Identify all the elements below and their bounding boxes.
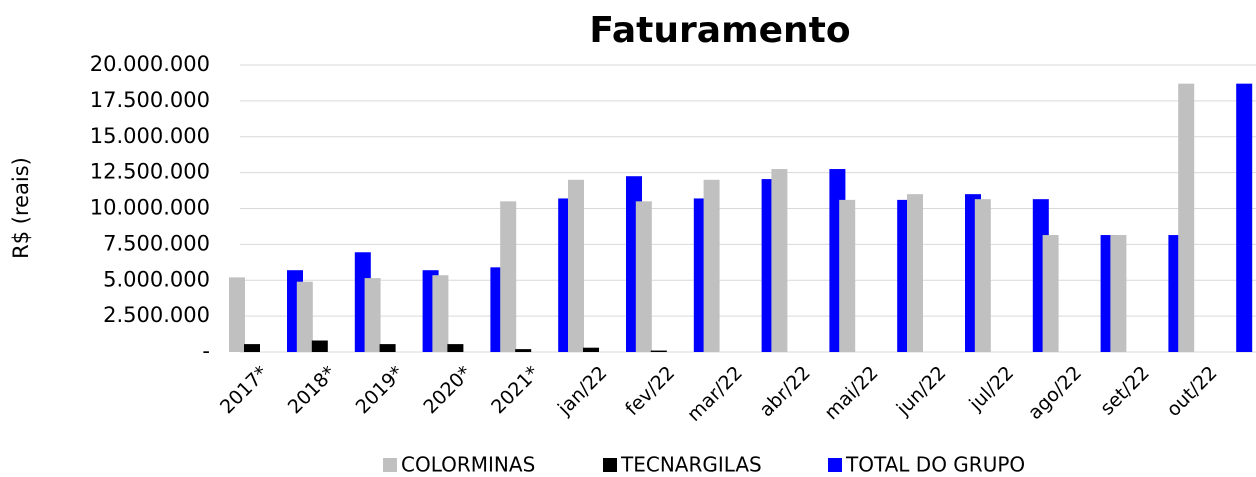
bar [974,199,991,352]
x-tick-label: set/22 [1096,362,1154,420]
bar [229,277,245,352]
x-tick-label: jun/22 [892,362,951,421]
y-tick-label: 7.500.000 [103,231,210,255]
bar [568,179,584,352]
bar [650,350,667,352]
x-tick-label: jul/22 [964,362,1018,416]
bar [1110,235,1127,352]
legend-label: TOTAL DO GRUPO [845,453,1025,477]
bar [1042,235,1059,352]
bar [364,278,381,352]
y-tick-label: 10.000.000 [90,196,210,220]
bar [1178,83,1195,352]
x-tick-label: mai/22 [820,362,882,424]
y-tick-label: 20.000.000 [90,52,210,76]
x-tick-label: 2018* [284,362,340,418]
x-tick-label: jan/22 [553,362,611,420]
legend-label: COLORMINAS [401,453,535,477]
x-tick-label: 2021* [487,362,543,418]
legend-swatch [383,458,397,472]
bar [447,344,464,352]
x-tick-label: 2019* [352,362,408,418]
bar [515,349,532,352]
bar [432,275,449,352]
bar [379,344,396,352]
x-tick-label: 2017* [216,362,272,418]
x-tick-label: 2020* [419,362,475,418]
bar [296,281,313,352]
x-tick-label: abr/22 [755,362,814,421]
bar [1236,83,1253,352]
y-tick-label: 12.500.000 [90,160,210,184]
legend-swatch [828,458,842,472]
bar [583,347,599,352]
y-axis-label: R$ (reais) [9,157,33,259]
bar [500,201,517,352]
y-tick-label: 5.000.000 [103,267,210,291]
bar [839,199,856,352]
y-tick-label: - [202,339,210,363]
x-tick-label: fev/22 [621,362,679,420]
bar [635,201,652,352]
x-tick-label: out/22 [1162,362,1221,421]
bar [311,340,328,352]
x-tick-label: ago/22 [1024,362,1086,424]
y-tick-label: 17.500.000 [90,88,210,112]
legend-label: TECNARGILAS [620,453,762,477]
bar [244,344,260,352]
chart-title: Faturamento [589,10,850,51]
y-tick-label: 2.500.000 [103,303,210,327]
bar [703,179,720,352]
bar [771,169,788,352]
y-tick-label: 15.000.000 [90,124,210,148]
x-tick-label: mar/22 [683,362,747,426]
legend-swatch [603,458,617,472]
bar [907,194,923,352]
